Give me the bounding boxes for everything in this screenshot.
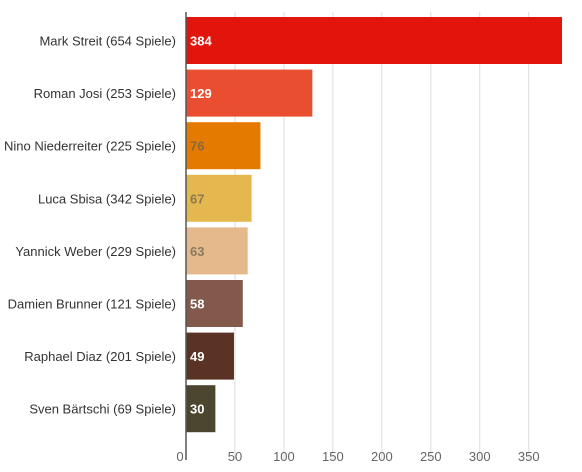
- value-label: 49: [190, 349, 204, 364]
- category-label: Raphael Diaz (201 Spiele): [24, 349, 176, 364]
- x-tick-label: 100: [273, 449, 295, 464]
- bar: [186, 69, 313, 117]
- x-tick-label: 50: [228, 449, 242, 464]
- category-label: Sven Bärtschi (69 Spiele): [29, 402, 176, 417]
- bar: [186, 385, 216, 433]
- bar: [186, 227, 248, 275]
- category-label: Nino Niederreiter (225 Spiele): [4, 139, 176, 154]
- category-label: Yannick Weber (229 Spiele): [15, 244, 176, 259]
- bar: [186, 332, 234, 380]
- x-tick-label: 200: [371, 449, 393, 464]
- bar: [186, 122, 261, 170]
- x-tick-label: 350: [518, 449, 540, 464]
- value-label: 129: [190, 86, 212, 101]
- category-label: Mark Streit (654 Spiele): [39, 34, 176, 49]
- bar: [186, 280, 243, 327]
- value-label: 63: [190, 244, 204, 259]
- category-label: Damien Brunner (121 Spiele): [8, 297, 176, 312]
- category-labels: Mark Streit (654 Spiele) Roman Josi (253 …: [4, 34, 176, 417]
- bar: [186, 174, 252, 222]
- bars: [186, 17, 563, 433]
- category-label: Roman Josi (253 Spiele): [34, 86, 176, 101]
- x-tick-label: 250: [420, 449, 442, 464]
- x-tick-label: 0: [176, 449, 183, 464]
- value-label: 384: [190, 34, 212, 49]
- value-labels: 384 129 76 67 63 58 49 30: [190, 34, 212, 417]
- bar: [186, 17, 563, 64]
- category-label: Luca Sbisa (342 Spiele): [38, 191, 176, 206]
- value-label: 30: [190, 402, 204, 417]
- value-label: 76: [190, 139, 204, 154]
- value-label: 58: [190, 297, 204, 312]
- x-tick-label: 150: [322, 449, 344, 464]
- value-label: 67: [190, 191, 204, 206]
- x-tick-label: 300: [469, 449, 491, 464]
- x-axis-tick-labels: 0 50 100 150 200 250 300 350: [176, 449, 539, 464]
